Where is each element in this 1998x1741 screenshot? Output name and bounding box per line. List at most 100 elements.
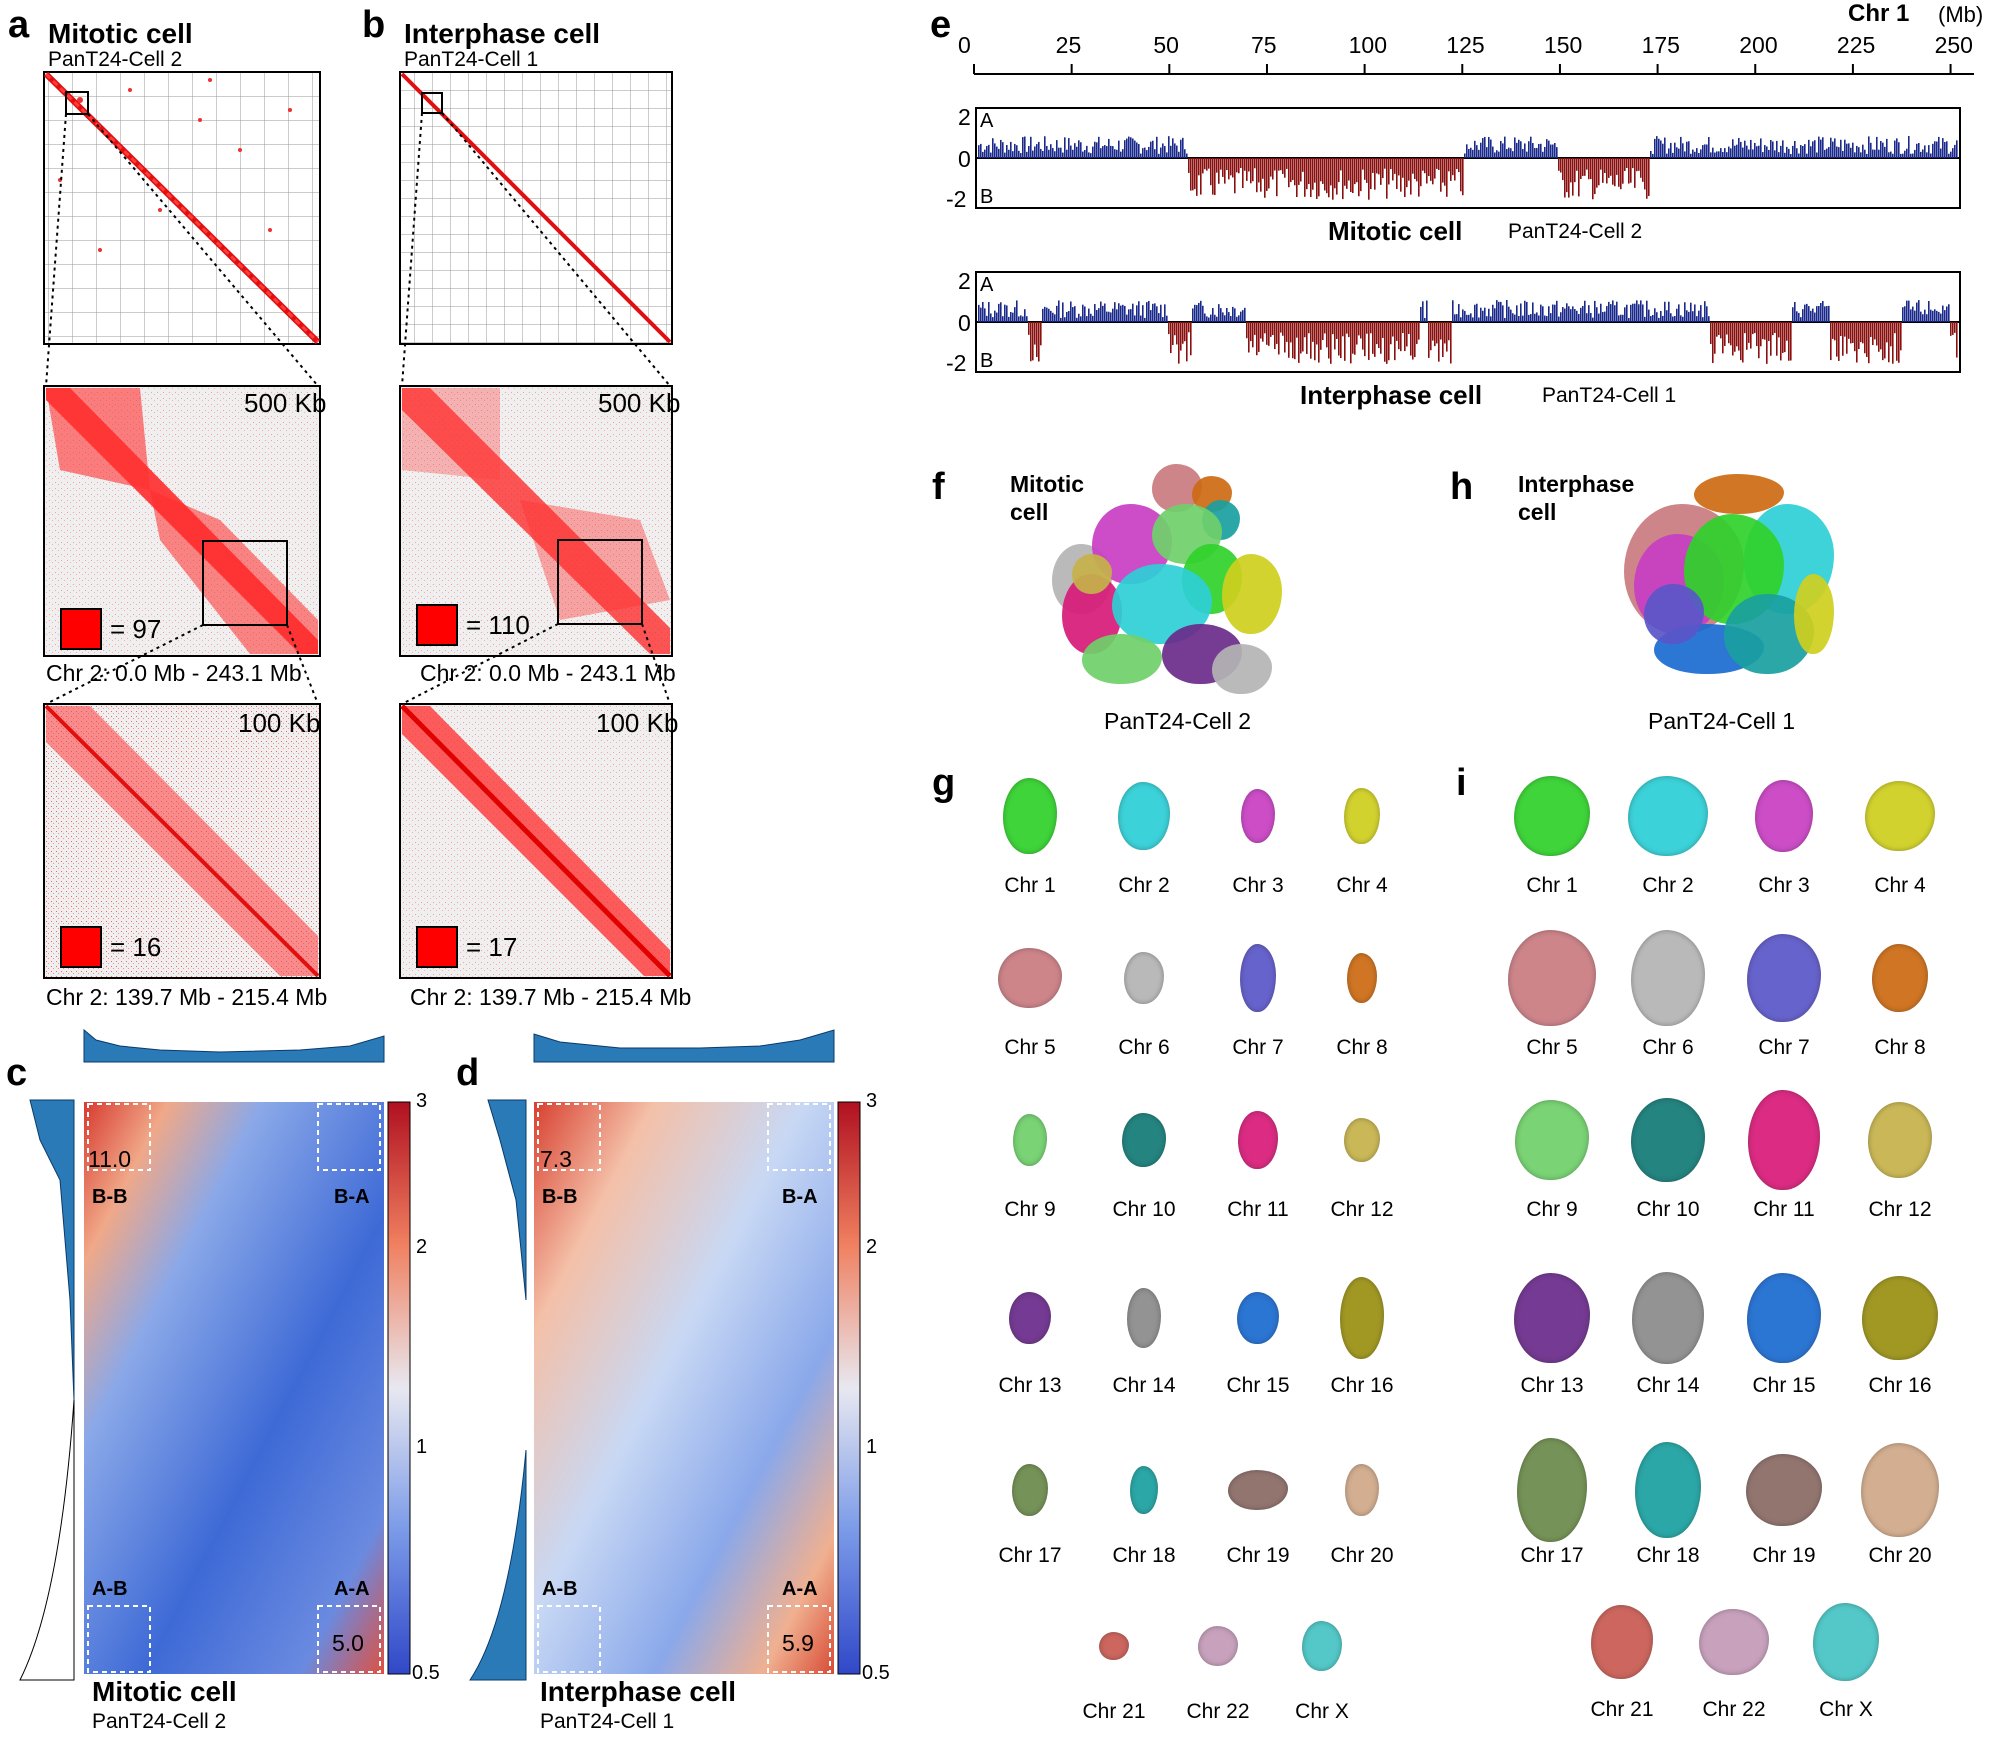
chromosome-label: Chr 21 (1082, 1700, 1146, 1723)
e-track-bar (1514, 314, 1516, 322)
chromosome-label: Chr 5 (1526, 1036, 1578, 1059)
e-track-bar (1302, 158, 1304, 172)
e-track-bar (1186, 153, 1188, 158)
e-track-bar (1642, 304, 1644, 322)
e-track-bar (1678, 304, 1680, 322)
e-track-bar (1900, 322, 1902, 351)
e-track-bar (1608, 158, 1610, 178)
e-track-bar (1516, 305, 1518, 322)
e-track-bar (1140, 153, 1142, 158)
e-track-bar (1142, 305, 1144, 322)
e-track-bar (1688, 311, 1690, 322)
e-axis-tick-label: 25 (1055, 32, 1082, 58)
e-track-bar (1146, 302, 1148, 322)
e-track-bar (1222, 312, 1224, 322)
e-track-bar (1182, 137, 1184, 158)
e-track-bar (1050, 144, 1052, 158)
e-track-bar (1616, 301, 1618, 322)
e-track-bar (1934, 141, 1936, 158)
e-track-bar (1714, 322, 1716, 354)
e-track-bar (1644, 316, 1646, 322)
chromosome-label: Chr 20 (1330, 1544, 1394, 1567)
e-track-bar (1526, 151, 1528, 158)
e-track-bar (1668, 301, 1670, 322)
e-track-bar (1522, 315, 1524, 322)
e-track-bar (1298, 322, 1300, 363)
e-track-bar (1716, 151, 1718, 158)
e-track-bar (1812, 308, 1814, 322)
e-track-bar (1320, 322, 1322, 350)
e-track-bar (1336, 322, 1338, 339)
e-track-bar (1846, 143, 1848, 158)
e-track-bar (1824, 149, 1826, 158)
e-track-bar (1158, 313, 1160, 322)
e-track-bar (1790, 153, 1792, 158)
e-track-bar (1772, 141, 1774, 158)
e-track-bar (1696, 148, 1698, 158)
e-track-bar (1178, 151, 1180, 158)
e-track-bar (1362, 158, 1364, 170)
e-track-bar (1510, 148, 1512, 158)
e-track-bar (1466, 144, 1468, 158)
e-track-bar (1172, 138, 1174, 158)
e-track-bar (1230, 158, 1232, 176)
e-track-bar (1024, 136, 1026, 158)
e-track-bar (1904, 306, 1906, 322)
e-track-bar (1084, 306, 1086, 322)
chromosome-model-chr-15 (1237, 1292, 1279, 1344)
e-track-bar (1280, 158, 1282, 171)
e-track-bar (986, 315, 988, 322)
e-track-bar (1260, 322, 1262, 339)
e-track-bar (1362, 322, 1364, 350)
e-track-bar (1740, 141, 1742, 158)
e-track-bar (1068, 138, 1070, 158)
b-scale2-swatch (416, 926, 458, 968)
e-track-bar (1250, 322, 1252, 342)
chromosome-label: Chr 2 (1642, 874, 1694, 897)
e-track-bar (1814, 312, 1816, 322)
e-track-bar (1016, 300, 1018, 322)
e-track-bar (1174, 322, 1176, 336)
e-track-bar (1310, 322, 1312, 359)
e-track-bar (1580, 307, 1582, 322)
e-track-bar (1264, 322, 1266, 334)
e-track-bar (1374, 322, 1376, 357)
e-track-bar (1616, 158, 1618, 175)
e-track-bar (1118, 140, 1120, 158)
nucleus-chromosome-territory (1212, 644, 1272, 694)
e-track-bar (1856, 322, 1858, 363)
e-track-bar (1720, 322, 1722, 339)
e-track-bar (1738, 137, 1740, 158)
e-track-bar (1482, 138, 1484, 158)
e-track-bar (1190, 158, 1192, 191)
d-aa-value: 5.9 (782, 1630, 814, 1656)
chromosome-label: Chr 4 (1874, 874, 1926, 897)
e-track-bar (1496, 150, 1498, 158)
e-track-bar (1258, 158, 1260, 183)
chromosome-label: Chr 13 (998, 1374, 1062, 1397)
e-track-bar (1796, 311, 1798, 322)
e-track-bar (1340, 322, 1342, 359)
e-track-bar (1506, 300, 1508, 322)
e-track-bar (1138, 144, 1140, 158)
e-track-bar (1184, 149, 1186, 158)
panel-c-letter: c (6, 1052, 28, 1094)
e-track-bar (1366, 322, 1368, 334)
e-track-bar (1450, 158, 1452, 181)
nucleus-chromosome-territory (1222, 554, 1282, 634)
e-track-bar (1394, 322, 1396, 361)
e-track-bar (1168, 136, 1170, 158)
e-track-bar (1124, 140, 1126, 158)
e-track-bar (1938, 136, 1940, 158)
e-track-bar (1476, 303, 1478, 322)
e-track-bar (1328, 322, 1330, 359)
e-track-bar (1630, 304, 1632, 322)
chromosome-model-chr-18 (1635, 1442, 1701, 1538)
e-track-bar (1122, 149, 1124, 158)
e-track-bar (1628, 158, 1630, 184)
e-track-bar (1538, 315, 1540, 322)
chromosome-model-chr-3 (1241, 789, 1275, 843)
e-track-bar (1588, 158, 1590, 180)
e-track-bar (1646, 158, 1648, 199)
b-res2: 100 Kb (596, 708, 679, 738)
